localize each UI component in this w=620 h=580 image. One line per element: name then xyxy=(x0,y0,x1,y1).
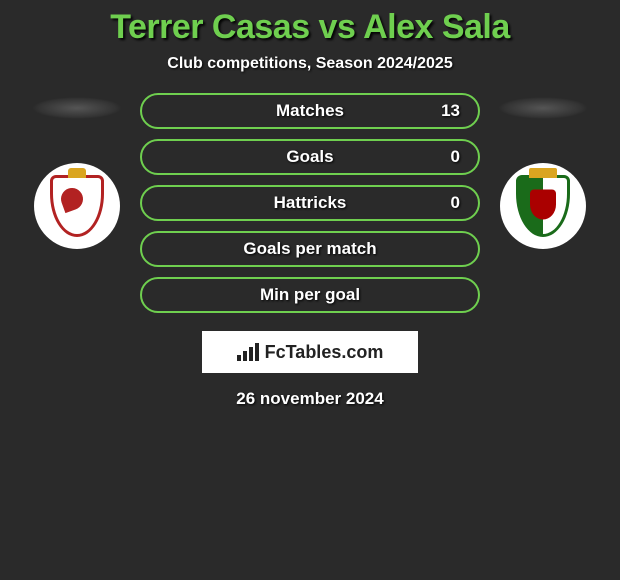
bar-chart-icon xyxy=(237,343,259,361)
date-label: 26 november 2024 xyxy=(236,389,383,409)
left-player-col xyxy=(32,97,122,249)
stat-label: Min per goal xyxy=(260,285,360,305)
stat-label: Goals xyxy=(286,147,333,167)
right-player-col xyxy=(498,97,588,249)
stat-right-value: 0 xyxy=(451,193,460,213)
club-badge-left xyxy=(34,163,120,249)
club-crest-right-icon xyxy=(516,175,570,237)
stat-row-hattricks: Hattricks 0 xyxy=(140,185,480,221)
stat-label: Goals per match xyxy=(243,239,376,259)
stats-pills: Matches 13 Goals 0 Hattricks 0 Goals per… xyxy=(140,93,480,313)
player-shadow-right xyxy=(498,97,588,119)
club-crest-left-icon xyxy=(50,175,104,237)
stat-row-goals-per-match: Goals per match xyxy=(140,231,480,267)
player-shadow-left xyxy=(32,97,122,119)
stat-right-value: 13 xyxy=(441,101,460,121)
stat-row-goals: Goals 0 xyxy=(140,139,480,175)
page-title: Terrer Casas vs Alex Sala xyxy=(110,8,510,47)
stat-row-matches: Matches 13 xyxy=(140,93,480,129)
stat-row-min-per-goal: Min per goal xyxy=(140,277,480,313)
stat-right-value: 0 xyxy=(451,147,460,167)
stat-label: Matches xyxy=(276,101,344,121)
comparison-row: Matches 13 Goals 0 Hattricks 0 Goals per… xyxy=(0,93,620,313)
brand-text: FcTables.com xyxy=(265,342,384,363)
page-subtitle: Club competitions, Season 2024/2025 xyxy=(167,55,452,73)
brand-watermark: FcTables.com xyxy=(202,331,418,373)
club-badge-right xyxy=(500,163,586,249)
stat-label: Hattricks xyxy=(274,193,347,213)
